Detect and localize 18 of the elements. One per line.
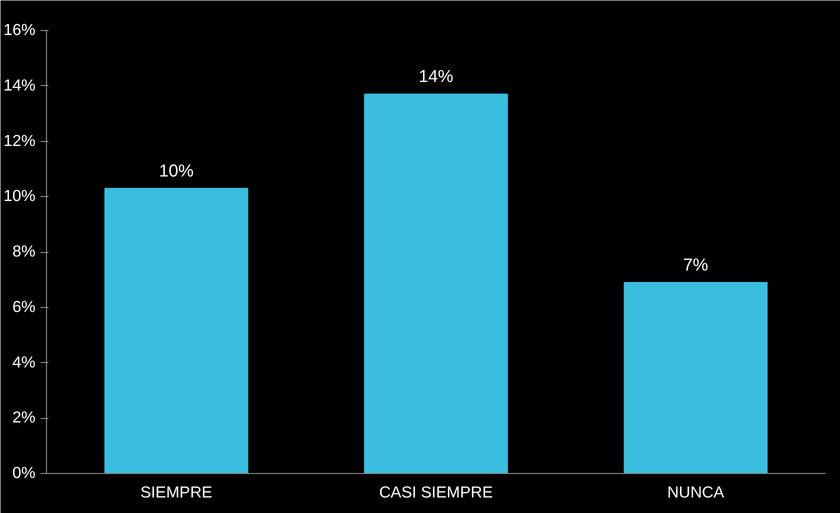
y-tick-label: 10% (3, 188, 36, 206)
bar (104, 188, 248, 474)
data-label: 14% (418, 66, 454, 86)
y-tick-label: 0% (12, 465, 36, 482)
bar (364, 94, 508, 474)
x-tick-label: NUNCA (667, 484, 724, 502)
data-label: 10% (158, 160, 194, 180)
y-tick-label: 16% (3, 22, 36, 39)
y-tick-label: 2% (12, 410, 36, 427)
y-tick-label: 14% (3, 77, 36, 94)
y-tick-label: 8% (12, 244, 36, 260)
x-tick-label: CASI SIEMPRE (379, 484, 493, 502)
y-tick-label: 12% (3, 132, 36, 150)
x-tick-label: SIEMPRE (140, 484, 212, 502)
data-label: 7% (683, 254, 708, 274)
bar (624, 282, 768, 474)
y-tick-label: 6% (12, 298, 36, 316)
y-tick-label: 4% (12, 354, 36, 372)
